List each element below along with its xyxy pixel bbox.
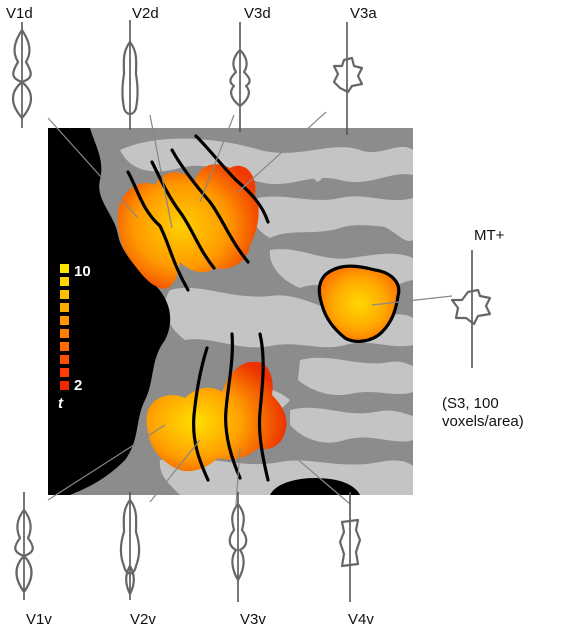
glyph-v3d bbox=[229, 22, 251, 132]
label-v3d: V3d bbox=[244, 5, 271, 22]
note-line-2: voxels/area) bbox=[442, 413, 524, 430]
leader-v2d bbox=[149, 114, 173, 229]
glyph-v4v bbox=[338, 492, 362, 602]
bottom-glyphs bbox=[14, 492, 362, 602]
leader-v2v bbox=[149, 439, 201, 503]
label-v1v: V1v bbox=[26, 611, 52, 628]
border-v3-v3a-dorsal bbox=[170, 148, 250, 264]
scale-block-3 bbox=[60, 290, 69, 299]
scale-block-9 bbox=[60, 368, 69, 377]
label-v3a: V3a bbox=[350, 5, 377, 22]
label-v2d: V2d bbox=[132, 5, 159, 22]
subject-note: (S3, 100 voxels/area) bbox=[442, 395, 524, 430]
medial-wall bbox=[48, 128, 171, 495]
leader-v1d bbox=[47, 117, 139, 219]
area-borders bbox=[126, 134, 401, 482]
label-v2v: V2v bbox=[130, 611, 156, 628]
leader-lines bbox=[47, 111, 453, 506]
glyph-v1v bbox=[14, 492, 34, 600]
scale-block-5 bbox=[60, 316, 69, 325]
border-v3a-dorsal bbox=[194, 134, 270, 224]
glyph-v2v bbox=[119, 492, 141, 600]
scale-block-1 bbox=[60, 264, 69, 273]
glyph-v2d bbox=[121, 20, 139, 130]
color-scale: 10 2 t bbox=[58, 263, 91, 412]
leader-v1v bbox=[47, 424, 166, 501]
scale-stat-label: t bbox=[58, 395, 64, 412]
scale-max-label: 10 bbox=[74, 263, 91, 280]
leader-mt bbox=[371, 295, 453, 306]
border-v2-v3-ventral bbox=[224, 332, 242, 480]
leader-v3a bbox=[237, 111, 327, 193]
glyph-v3a bbox=[332, 22, 364, 135]
bottom-notch bbox=[270, 478, 360, 495]
scale-block-4 bbox=[60, 303, 69, 312]
label-v3v: V3v bbox=[240, 611, 266, 628]
glyph-mt bbox=[450, 250, 492, 368]
scale-min-label: 2 bbox=[74, 377, 82, 394]
leader-v3d bbox=[199, 114, 235, 203]
activation-mt bbox=[319, 266, 399, 342]
scale-block-6 bbox=[60, 329, 69, 338]
glyph-v1d bbox=[11, 22, 33, 128]
border-v3-v4-ventral bbox=[257, 332, 270, 482]
leader-v4v bbox=[281, 445, 351, 505]
note-line-1: (S3, 100 bbox=[442, 395, 499, 412]
border-mt bbox=[317, 264, 401, 343]
top-glyphs bbox=[11, 20, 364, 135]
glyph-v3v bbox=[228, 492, 248, 602]
scale-block-2 bbox=[60, 277, 69, 286]
border-v2-v3-dorsal bbox=[150, 160, 216, 270]
scale-block-7 bbox=[60, 342, 69, 351]
scale-block-8 bbox=[60, 355, 69, 364]
area-labels: V1d V2d V3d V3a MT+ V1v V2v V3v V4v bbox=[6, 5, 505, 628]
border-v1-v2-dorsal bbox=[126, 170, 190, 292]
activation-ventral bbox=[146, 361, 287, 472]
label-mt: MT+ bbox=[474, 227, 505, 244]
label-v1d: V1d bbox=[6, 5, 33, 22]
border-v1-v2-ventral bbox=[192, 346, 210, 482]
scale-block-10 bbox=[60, 381, 69, 390]
leader-v3v bbox=[235, 447, 241, 506]
label-v4v: V4v bbox=[348, 611, 374, 628]
